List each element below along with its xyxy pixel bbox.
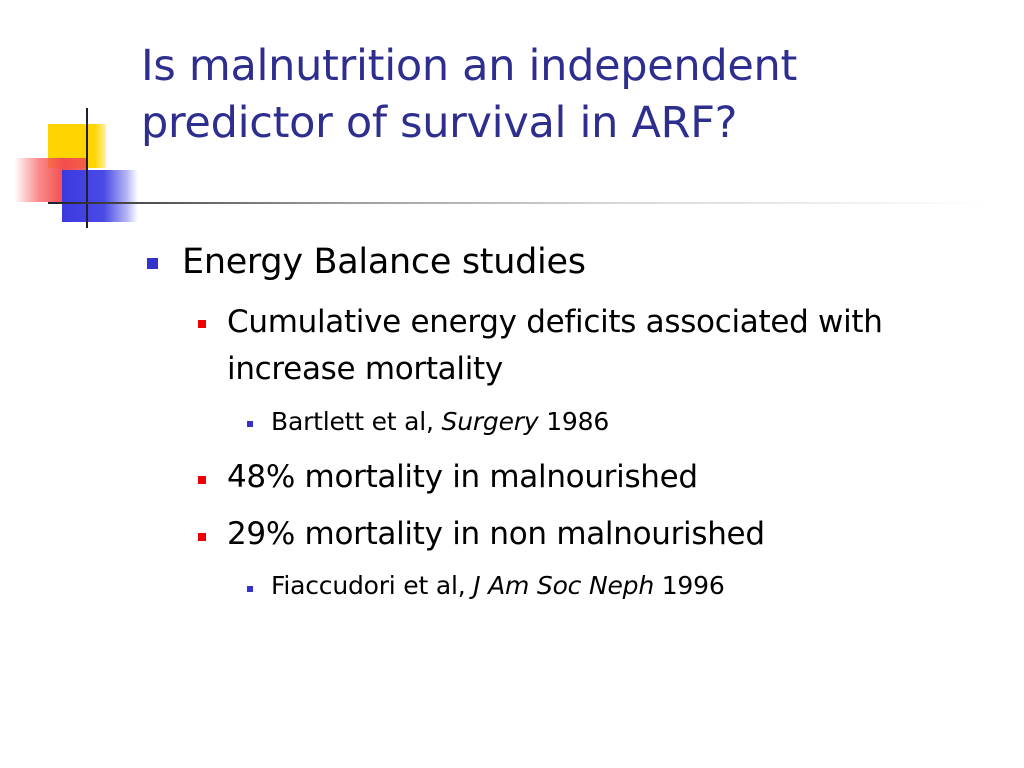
- bullet-energy-balance: Energy Balance studies: [182, 242, 586, 282]
- bullet-cumulative-line-1: Cumulative energy deficits associated wi…: [227, 304, 883, 340]
- citation-bartlett: Bartlett et al, Surgery 1986: [271, 406, 609, 438]
- citation-fiaccudori: Fiaccudori et al, J Am Soc Neph 1996: [271, 570, 725, 602]
- bullet-square-icon: [198, 476, 206, 484]
- title-line-1: Is malnutrition an independent: [141, 41, 798, 91]
- bullet-square-icon: [247, 421, 253, 427]
- slide-title: Is malnutrition an independent predictor…: [141, 38, 1011, 152]
- bullet-cumulative-line-2: increase mortality: [227, 351, 503, 387]
- bullet-square-icon: [147, 258, 158, 269]
- logo-vertical-line: [86, 108, 88, 228]
- title-underline: [48, 202, 988, 204]
- bullet-malnourished: 48% mortality in malnourished: [227, 459, 698, 495]
- bullet-square-icon: [247, 586, 253, 592]
- citation-year: 1996: [653, 571, 725, 600]
- citation-journal: J Am Soc Neph: [473, 571, 654, 600]
- logo-blue-square: [62, 170, 138, 222]
- bullet-square-icon: [198, 320, 206, 328]
- citation-authors: Fiaccudori et al,: [271, 571, 474, 600]
- title-line-2: predictor of survival in ARF?: [141, 98, 738, 148]
- citation-authors: Bartlett et al,: [271, 407, 442, 436]
- bullet-square-icon: [198, 533, 206, 541]
- bullet-non-malnourished: 29% mortality in non malnourished: [227, 516, 765, 552]
- citation-year: 1986: [538, 407, 610, 436]
- citation-journal: Surgery: [441, 407, 539, 436]
